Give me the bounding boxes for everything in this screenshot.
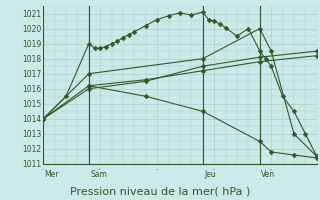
Text: Jeu: Jeu: [204, 170, 216, 179]
Text: Sam: Sam: [90, 170, 107, 179]
Text: Mer: Mer: [44, 170, 59, 179]
Text: Pression niveau de la mer( hPa ): Pression niveau de la mer( hPa ): [70, 186, 250, 196]
Text: Ven: Ven: [261, 170, 275, 179]
